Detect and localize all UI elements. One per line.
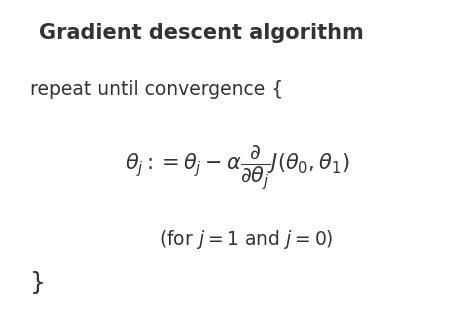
Text: }: } [30,271,46,295]
Text: Gradient descent algorithm: Gradient descent algorithm [39,23,364,43]
Text: $(\mathrm{for}\ j = 1\ \mathrm{and}\ j = 0)$: $(\mathrm{for}\ j = 1\ \mathrm{and}\ j =… [159,228,334,251]
Text: repeat until convergence {: repeat until convergence { [30,80,283,99]
Text: $\theta_j := \theta_j - \alpha\dfrac{\partial}{\partial\theta_j}J(\theta_0, \the: $\theta_j := \theta_j - \alpha\dfrac{\pa… [125,143,349,191]
